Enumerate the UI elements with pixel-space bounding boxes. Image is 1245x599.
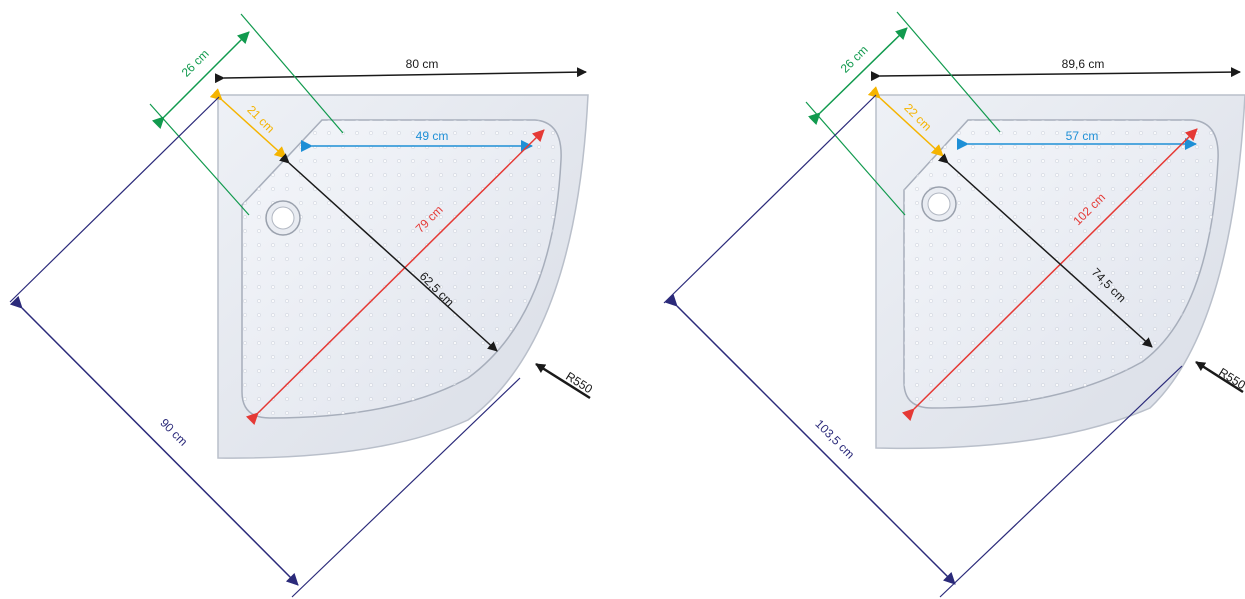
- right-diagonal-inner-arrow: [937, 153, 1153, 348]
- left-tray: [217, 94, 589, 459]
- left-inner-width-label: 49 cm: [416, 129, 449, 143]
- right-tray: [875, 94, 1245, 450]
- left-diagonal-outer-label: 90 cm: [157, 416, 190, 449]
- right-corner-arm-label: 26 cm: [838, 43, 871, 76]
- right-corner-arm-arrow: [807, 27, 908, 125]
- left-width-label: 80 cm: [406, 57, 439, 71]
- right-width-arrow: [870, 67, 1241, 82]
- right-diagonal-outer-arrow: [664, 293, 956, 585]
- left-width-arrow: [214, 67, 587, 84]
- right-width-label: 89,6 cm: [1062, 57, 1105, 71]
- right-diagonal-outer-label: 103,5 cm: [812, 417, 857, 462]
- right-inner-width-label: 57 cm: [1066, 129, 1099, 143]
- right-radius-label: R550: [1216, 365, 1245, 392]
- left-drain-icon: [265, 200, 301, 236]
- right-drain-icon: [921, 186, 957, 222]
- right-radius-arrow: [1195, 360, 1244, 394]
- left-corner-arm-arrow: [151, 31, 250, 130]
- left-radius-arrow: [535, 362, 591, 400]
- left-diagonal-outer-arrow: [9, 295, 299, 586]
- left-diagonal-inner-arrow: [278, 153, 498, 352]
